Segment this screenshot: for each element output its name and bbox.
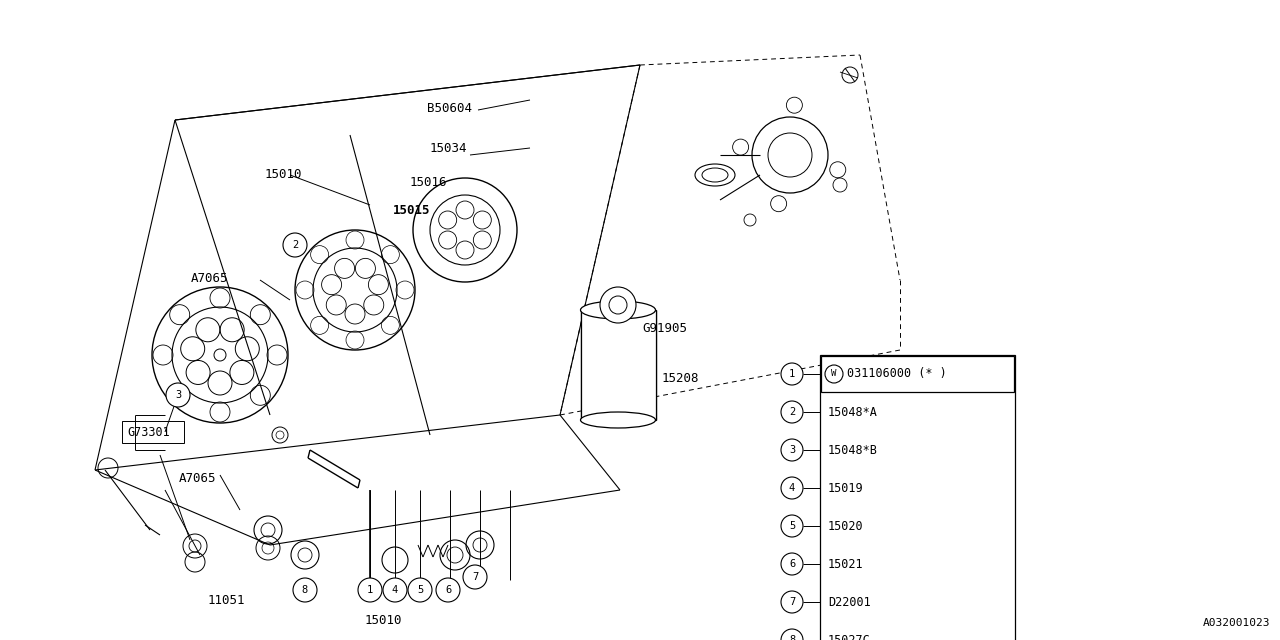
Circle shape	[781, 401, 803, 423]
Text: 8: 8	[302, 585, 308, 595]
Text: 2: 2	[292, 240, 298, 250]
Bar	[581, 310, 655, 420]
Text: 15048*B: 15048*B	[828, 444, 878, 456]
Text: A032001023: A032001023	[1202, 618, 1270, 628]
Circle shape	[781, 553, 803, 575]
Text: 11051: 11051	[207, 593, 244, 607]
Text: 15021: 15021	[828, 557, 864, 570]
Circle shape	[463, 565, 486, 589]
Text: 15208: 15208	[662, 371, 699, 385]
Bar	[820, 355, 1015, 640]
Text: 15034: 15034	[429, 141, 467, 154]
Text: 1: 1	[788, 369, 795, 379]
Text: 031106000 (* ): 031106000 (* )	[847, 367, 947, 381]
Circle shape	[826, 365, 844, 383]
Ellipse shape	[581, 301, 655, 319]
Text: 15019: 15019	[828, 481, 864, 495]
Text: 4: 4	[788, 483, 795, 493]
Text: 7: 7	[788, 597, 795, 607]
Text: 15020: 15020	[828, 520, 864, 532]
Text: B50604: B50604	[428, 102, 472, 115]
Text: 1: 1	[367, 585, 374, 595]
Text: 8: 8	[788, 635, 795, 640]
Text: 4: 4	[392, 585, 398, 595]
Circle shape	[781, 477, 803, 499]
Circle shape	[781, 515, 803, 537]
Circle shape	[781, 591, 803, 613]
Text: 15015: 15015	[393, 204, 431, 216]
Text: W: W	[831, 369, 837, 378]
Text: 6: 6	[445, 585, 451, 595]
Ellipse shape	[581, 412, 655, 428]
Text: A7065: A7065	[178, 472, 216, 484]
Circle shape	[600, 287, 636, 323]
Text: 7: 7	[472, 572, 479, 582]
Text: 5: 5	[417, 585, 424, 595]
Text: 6: 6	[788, 559, 795, 569]
Text: 15048*A: 15048*A	[828, 406, 878, 419]
Circle shape	[383, 578, 407, 602]
Text: 15027C: 15027C	[828, 634, 870, 640]
Circle shape	[781, 629, 803, 640]
Text: A7065: A7065	[191, 271, 228, 285]
Circle shape	[781, 439, 803, 461]
Text: 3: 3	[175, 390, 182, 400]
Text: 5: 5	[788, 521, 795, 531]
Circle shape	[166, 383, 189, 407]
Circle shape	[781, 363, 803, 385]
Circle shape	[293, 578, 317, 602]
Text: G73301: G73301	[127, 426, 170, 438]
Text: G91905: G91905	[643, 321, 687, 335]
Text: 15016: 15016	[410, 175, 447, 189]
Circle shape	[283, 233, 307, 257]
Text: 2: 2	[788, 407, 795, 417]
Bar	[122, 421, 184, 443]
Bar	[820, 356, 1014, 392]
Text: 15010: 15010	[265, 168, 302, 182]
Text: D22001: D22001	[828, 595, 870, 609]
Circle shape	[436, 578, 460, 602]
Text: 3: 3	[788, 445, 795, 455]
Text: 15010: 15010	[365, 614, 402, 627]
Circle shape	[358, 578, 381, 602]
Circle shape	[408, 578, 433, 602]
